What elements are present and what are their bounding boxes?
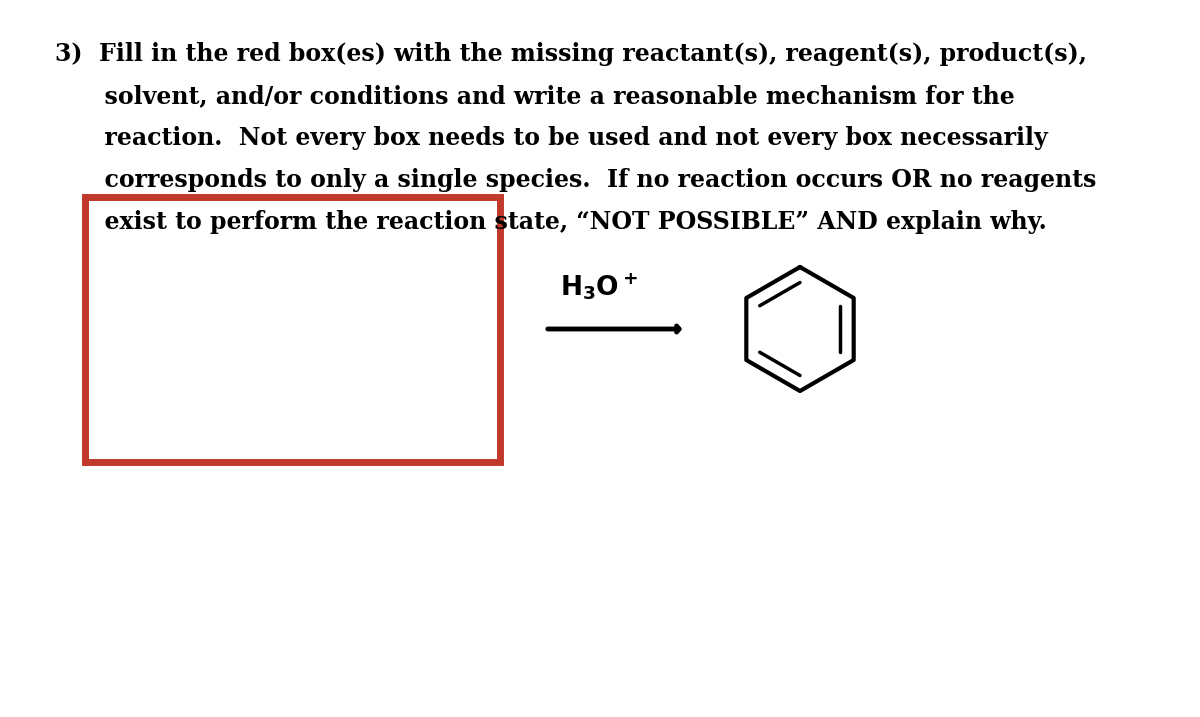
Text: 3)  Fill in the red box(es) with the missing reactant(s), reagent(s), product(s): 3) Fill in the red box(es) with the miss… xyxy=(55,42,1087,66)
Bar xyxy=(85,197,500,462)
Text: reaction.  Not every box needs to be used and not every box necessarily: reaction. Not every box needs to be used… xyxy=(55,126,1048,150)
Text: corresponds to only a single species.  If no reaction occurs OR no reagents: corresponds to only a single species. If… xyxy=(55,168,1097,192)
Text: exist to perform the reaction state, “NOT POSSIBLE” AND explain why.: exist to perform the reaction state, “NO… xyxy=(55,210,1046,234)
Text: $\mathbf{H_3O^+}$: $\mathbf{H_3O^+}$ xyxy=(560,271,638,302)
Text: solvent, and/or conditions and write a reasonable mechanism for the: solvent, and/or conditions and write a r… xyxy=(55,84,1015,108)
